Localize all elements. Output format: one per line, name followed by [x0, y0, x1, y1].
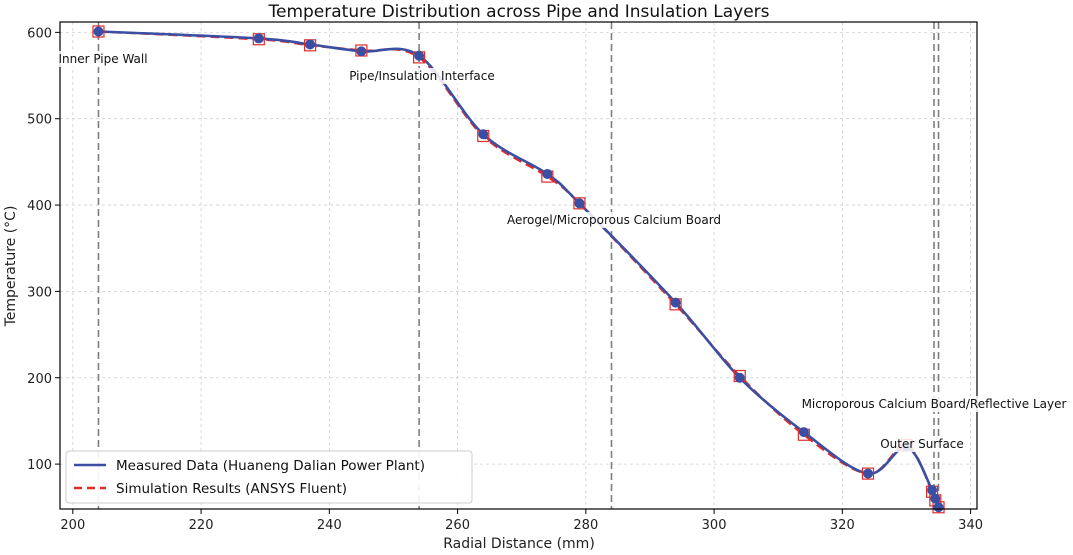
x-tick-label: 240	[317, 518, 342, 533]
measured-point	[798, 427, 809, 438]
measured-point	[574, 198, 585, 209]
simulation-point	[573, 197, 586, 210]
measured-point	[542, 168, 553, 179]
boundary-label: Inner Pipe Wall	[58, 52, 147, 66]
y-tick-label: 100	[27, 458, 52, 473]
y-tick-label: 500	[27, 113, 52, 128]
x-tick-label: 340	[958, 518, 983, 533]
legend: Measured Data (Huaneng Dalian Power Plan…	[65, 450, 473, 504]
y-tick-label: 600	[27, 26, 52, 41]
boundary-label: Microporous Calcium Board/Reflective Lay…	[802, 397, 1067, 411]
measured-point	[356, 46, 367, 57]
boundary-label: Aerogel/Microporous Calcium Board	[507, 213, 721, 227]
measured-point	[414, 50, 425, 61]
x-tick-label: 280	[573, 518, 598, 533]
x-axis-title: Radial Distance (mm)	[443, 536, 595, 552]
y-tick-label: 400	[27, 199, 52, 214]
measured-point	[253, 33, 264, 44]
y-axis-title: Temperature (°C)	[3, 206, 19, 328]
y-tick-label: 200	[27, 372, 52, 387]
measured-point	[734, 372, 745, 383]
measured-point	[930, 493, 941, 504]
measured-point	[478, 129, 489, 140]
axis-ticks: 200 220 240 260 280 300 320 340 100 200 300 400 500 6…	[27, 26, 983, 533]
measured-point	[933, 502, 944, 513]
measured-point	[93, 26, 104, 37]
boundary-label-background	[877, 436, 967, 452]
measured-point	[305, 39, 316, 50]
plot-frame	[59, 21, 978, 510]
measured-point	[862, 468, 873, 479]
boundary-label: Pipe/Insulation Interface	[349, 69, 495, 83]
simulation-point	[92, 25, 105, 38]
measured-point	[927, 485, 938, 496]
boundary-label-background	[798, 396, 1070, 412]
chart-title: Temperature Distribution across Pipe and…	[268, 2, 770, 22]
x-tick-label: 260	[445, 518, 470, 533]
boundary-annotations: Inner Pipe Wall Pipe/Insulation Interface…	[55, 51, 1070, 452]
boundary-label-background	[503, 212, 725, 228]
y-tick-label: 300	[27, 285, 52, 300]
legend-label-measured: Measured Data (Huaneng Dalian Power Plan…	[116, 458, 425, 474]
boundary-label-background	[55, 51, 151, 67]
boundary-label-background	[346, 68, 498, 84]
measured-point	[670, 297, 681, 308]
legend-box	[65, 450, 473, 504]
legend-label-simulation: Simulation Results (ANSYS Fluent)	[116, 481, 347, 497]
x-tick-label: 220	[189, 518, 214, 533]
x-tick-label: 300	[702, 518, 727, 533]
boundary-label: Outer Surface	[880, 437, 964, 451]
boundary-lines	[97, 22, 940, 509]
x-tick-label: 200	[60, 518, 85, 533]
x-tick-label: 320	[830, 518, 855, 533]
simulation-point	[861, 467, 875, 480]
